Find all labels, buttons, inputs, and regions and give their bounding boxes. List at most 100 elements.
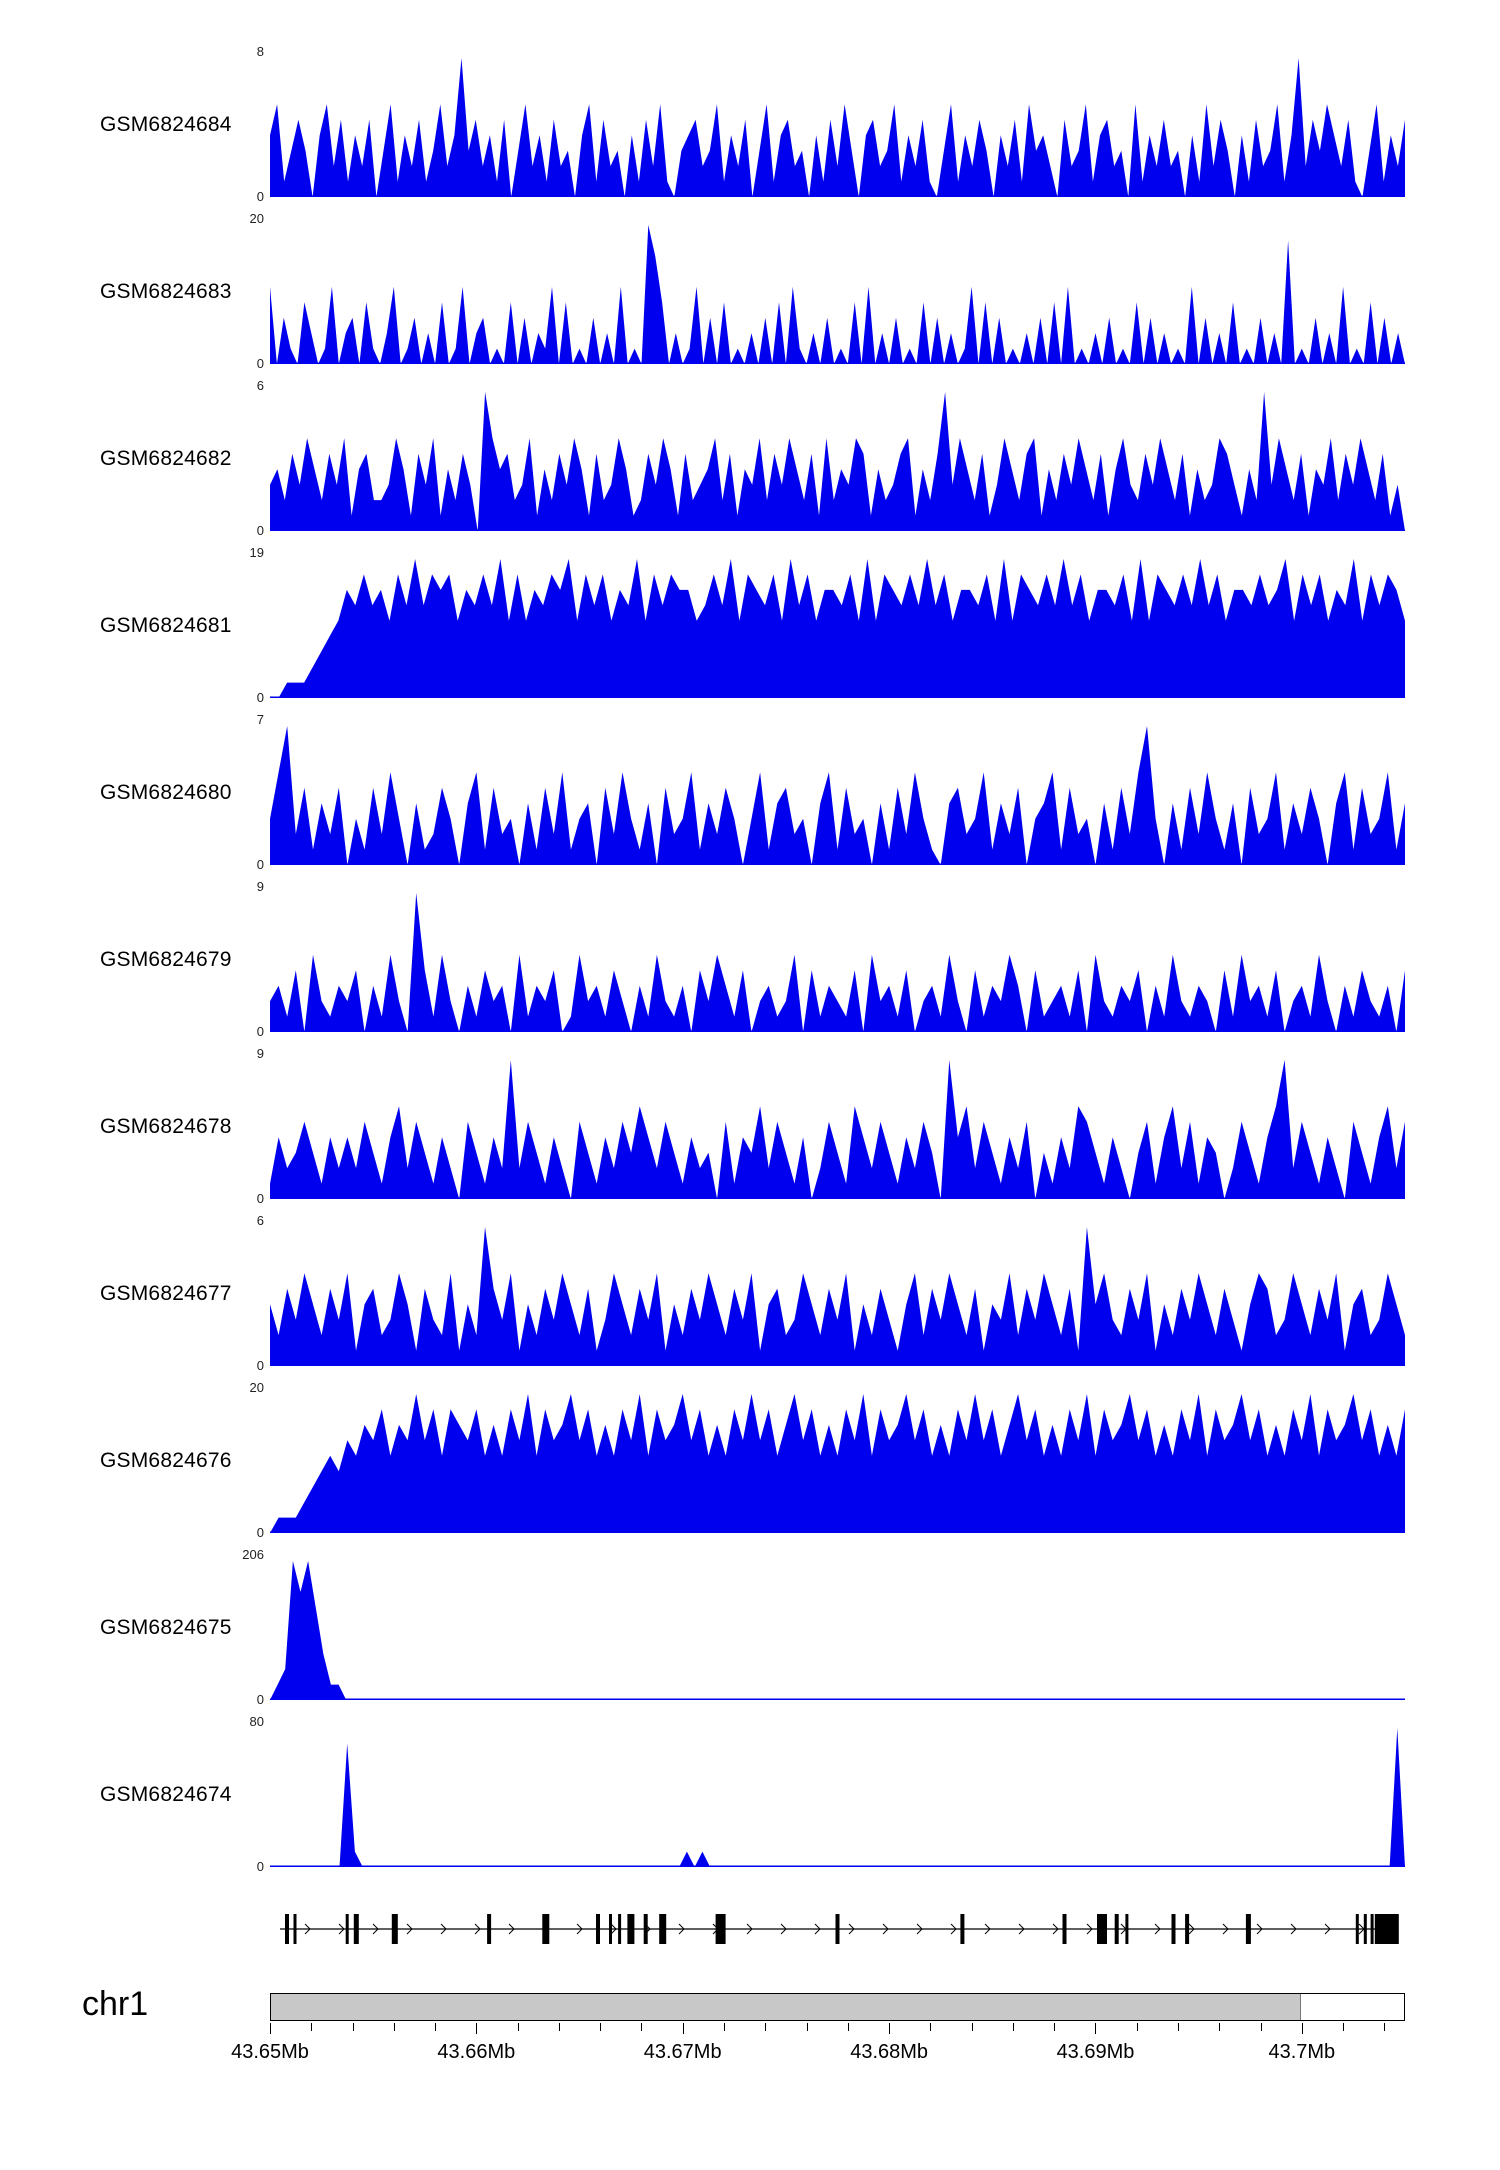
coverage-signal xyxy=(270,1394,1405,1533)
signal-baseline xyxy=(270,863,1405,865)
signal-baseline xyxy=(270,529,1405,531)
y-axis-max-label: 20 xyxy=(249,211,264,226)
axis-label: 43.65Mb xyxy=(231,2041,309,2063)
axis-minor-tick xyxy=(517,2023,519,2031)
track-label: GSM6824674 xyxy=(100,1782,232,1806)
axis-major-tick xyxy=(270,2023,271,2034)
axis-minor-tick xyxy=(806,2023,808,2031)
gene-model-track xyxy=(270,1901,1405,1957)
coordinate-axis: 43.65Mb 43.66Mb 43.67Mb 43.68Mb 43.69Mb 43.7M… xyxy=(231,2021,1405,2085)
y-axis-zero-label: 0 xyxy=(256,1024,264,1039)
coverage-signal xyxy=(270,1227,1405,1366)
axis-minor-tick xyxy=(1219,2023,1221,2031)
exon-box xyxy=(285,1914,289,1944)
axis-major-tick xyxy=(476,2023,478,2034)
exon-box xyxy=(353,1914,359,1944)
coverage-area xyxy=(270,893,1405,1032)
track-label: GSM6824684 xyxy=(100,112,232,136)
y-axis-max-label: 206 xyxy=(242,1547,264,1562)
y-axis-zero-label: 0 xyxy=(256,690,264,705)
track-label: GSM6824682 xyxy=(100,446,232,470)
y-axis-max-label: 9 xyxy=(256,1046,264,1061)
exon-box xyxy=(1097,1914,1107,1944)
y-axis-zero-label: 0 xyxy=(256,523,264,538)
y-axis-max-label: 19 xyxy=(249,545,264,560)
axis-label: 43.67Mb xyxy=(643,2041,722,2063)
track-plot: 20 0 xyxy=(250,211,1405,371)
axis-minor-tick xyxy=(1343,2023,1345,2031)
exon-box xyxy=(1171,1914,1176,1944)
exon-box xyxy=(715,1914,726,1944)
axis-minor-tick xyxy=(1012,2023,1014,2031)
axis-minor-tick xyxy=(1054,2023,1056,2031)
track-plot: 19 0 xyxy=(250,545,1405,705)
track-label: GSM6824680 xyxy=(100,780,232,804)
y-axis-max-label: 7 xyxy=(256,712,264,727)
exon-box xyxy=(596,1914,600,1944)
exon-box xyxy=(345,1914,349,1944)
chromosome-ideogram xyxy=(270,1993,1405,2021)
axis-label: 43.66Mb xyxy=(437,2041,516,2063)
exon-box xyxy=(542,1914,550,1944)
track-label: GSM6824676 xyxy=(100,1448,232,1472)
coverage-track-GSM6824684: GSM6824684 8 0 xyxy=(0,44,1500,204)
signal-baseline xyxy=(270,1865,1405,1867)
axis-major-tick xyxy=(1095,2023,1097,2034)
coverage-area xyxy=(270,1394,1405,1533)
coverage-signal xyxy=(270,1728,1405,1867)
track-label: GSM6824678 xyxy=(100,1114,232,1138)
coverage-track-GSM6824681: GSM6824681 19 0 xyxy=(0,545,1500,705)
axis-minor-tick xyxy=(558,2023,560,2031)
y-axis-max-label: 6 xyxy=(256,378,264,393)
coverage-signal xyxy=(270,726,1405,865)
coverage-signal xyxy=(270,893,1405,1032)
y-axis-zero-label: 0 xyxy=(256,1692,264,1707)
coverage-signal xyxy=(270,1561,1405,1700)
tracks-container: GSM6824684 8 0 GSM6824683 20 0 GSM6824682 6 0 GSM… xyxy=(0,44,1500,1874)
axis-major-tick xyxy=(682,2023,684,2034)
y-axis-max-label: 9 xyxy=(256,879,264,894)
track-label: GSM6824679 xyxy=(100,947,232,971)
exon-box xyxy=(1245,1914,1251,1944)
y-axis-zero-label: 0 xyxy=(256,1358,264,1373)
coverage-track-GSM6824683: GSM6824683 20 0 xyxy=(0,211,1500,371)
y-axis-max-label: 20 xyxy=(249,1380,264,1395)
exon-box xyxy=(659,1914,667,1944)
y-axis-max-label: 8 xyxy=(256,44,264,59)
signal-baseline xyxy=(270,195,1405,197)
axis-minor-tick xyxy=(641,2023,643,2031)
axis-major-tick xyxy=(1301,2023,1303,2034)
y-axis-zero-label: 0 xyxy=(256,1525,264,1540)
axis-minor-tick xyxy=(930,2023,932,2031)
axis-minor-tick xyxy=(765,2023,767,2031)
exon-box xyxy=(627,1914,635,1944)
y-axis-zero-label: 0 xyxy=(256,356,264,371)
coverage-track-GSM6824680: GSM6824680 7 0 xyxy=(0,712,1500,872)
exon-box xyxy=(1355,1914,1359,1944)
exon-box xyxy=(487,1914,492,1944)
coverage-track-GSM6824675: GSM6824675 206 0 xyxy=(0,1547,1500,1707)
axis-minor-tick xyxy=(971,2023,973,2031)
chromosome-row: chr1 43.65Mb 43.66Mb 43.67Mb 43.68Mb 43.69Mb… xyxy=(82,1985,1405,2085)
genome-browser-view: GSM6824684 8 0 GSM6824683 20 0 GSM6824682 6 0 GSM… xyxy=(0,44,1500,2085)
coverage-track-GSM6824677: GSM6824677 6 0 xyxy=(0,1213,1500,1373)
exon-box xyxy=(643,1914,648,1944)
axis-minor-tick xyxy=(393,2023,395,2031)
coverage-area xyxy=(270,1728,1405,1867)
coverage-area xyxy=(270,1060,1405,1199)
coverage-area xyxy=(270,1561,1405,1700)
axis-label: 43.69Mb xyxy=(1056,2041,1135,2063)
track-plot: 206 0 xyxy=(242,1547,1405,1707)
coverage-signal xyxy=(270,58,1405,197)
y-axis-max-label: 80 xyxy=(249,1714,264,1729)
signal-baseline xyxy=(270,696,1405,698)
exon-box xyxy=(960,1914,965,1944)
signal-baseline xyxy=(270,1364,1405,1366)
y-axis-zero-label: 0 xyxy=(256,1859,264,1874)
signal-baseline xyxy=(270,362,1405,364)
